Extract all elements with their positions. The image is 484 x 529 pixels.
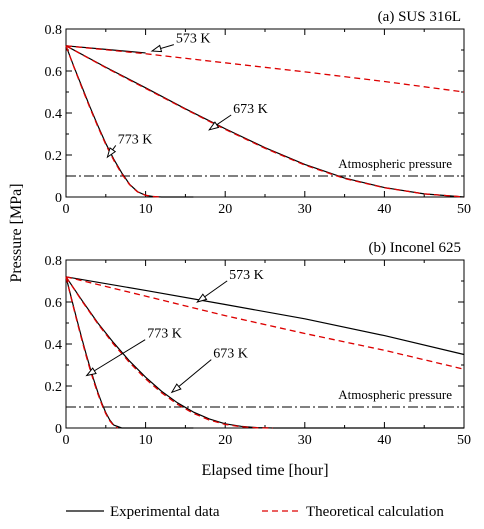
legend-label-experimental: Experimental data [110, 504, 220, 520]
panel-a: 0 10 20 30 40 50 0 0.2 0.4 0.6 0.8 Atmospheric pres… [45, 9, 472, 217]
panel-a-x-tick-label: 0 [63, 202, 70, 217]
panel-b-series-theoretical-573k [65, 276, 465, 370]
panel-a-annotation-arrowhead [106, 147, 117, 159]
panel-b-y-tick-label: 0.6 [45, 296, 63, 311]
panel-a-x-tick-label: 40 [377, 202, 391, 217]
panel-a-series-theoretical-573k [65, 45, 465, 93]
panel-b-series-theoretical-673k [65, 276, 273, 429]
panel-b-x-tick-label: 30 [298, 433, 312, 448]
panel-a-annotation-773k: 773 K [118, 132, 153, 147]
x-axis-label: Elapsed time [hour] [201, 462, 328, 479]
panel-b-x-tick-label: 50 [457, 433, 471, 448]
panel-b-annotation-673k: 673 K [213, 347, 248, 362]
panel-b-series-theoretical-773k [65, 276, 119, 429]
panel-a-y-tick-label: 0.4 [45, 107, 63, 122]
panel-a-x-tick-label: 50 [457, 202, 471, 217]
panel-a-series-theoretical-773k [65, 45, 162, 198]
panel-a-annotation-673k: 673 K [233, 102, 268, 117]
chart-panels: 0 10 20 30 40 50 0 0.2 0.4 0.6 0.8 Atmospheric pres… [45, 9, 472, 448]
panel-a-title: (a) SUS 316L [378, 9, 461, 25]
panel-b-title: (b) Inconel 625 [369, 240, 461, 256]
legend-label-theoretical: Theoretical calculation [306, 504, 444, 520]
y-axis-label: Pressure [MPa] [8, 183, 25, 282]
panel-a-y-tick-label: 0 [55, 191, 62, 206]
panel-b-x-tick-label: 10 [139, 433, 153, 448]
panel-b-frame [65, 259, 465, 429]
panel-b-annotation-arrowhead [196, 293, 208, 303]
panel-b: 0 10 20 30 40 50 0 0.2 0.4 0.6 0.8 Atmospheric pres… [45, 240, 472, 448]
panel-b-series-experimental-673k [65, 276, 464, 429]
panel-b-annotation-773k: 773 K [147, 327, 182, 342]
panel-b-y-tick-label: 0 [55, 422, 62, 437]
panel-b-atmospheric-label: Atmospheric pressure [338, 387, 452, 402]
panel-b-series-experimental-773k [65, 276, 194, 429]
panel-b-y-tick-label: 0.4 [45, 338, 63, 353]
panel-a-x-tick-label: 10 [139, 202, 153, 217]
panel-a-y-tick-label: 0.2 [45, 149, 63, 164]
panel-a-y-tick-label: 0.8 [45, 23, 63, 38]
panel-a-series-experimental-773k [65, 45, 194, 198]
legend: Experimental data Theoretical calculatio… [66, 504, 444, 520]
panel-a-annotation-arrowhead [150, 44, 163, 53]
panel-b-x-tick-label: 0 [63, 433, 70, 448]
panel-a-annotation-573k: 573 K [176, 32, 211, 47]
panel-b-annotation-arrowhead [85, 367, 97, 377]
panel-b-annotation-arrow-line [86, 339, 146, 376]
panel-a-y-tick-label: 0.6 [45, 65, 63, 80]
panel-b-y-tick-label: 0.8 [45, 254, 63, 269]
panel-b-y-tick-label: 0.2 [45, 380, 63, 395]
panel-a-x-tick-label: 30 [298, 202, 312, 217]
panel-b-annotation-arrowhead [170, 383, 182, 394]
panel-a-annotation-arrowhead [208, 121, 220, 131]
panel-b-x-tick-label: 20 [218, 433, 232, 448]
panel-b-series-experimental-573k [65, 276, 465, 356]
panel-a-atmospheric-label: Atmospheric pressure [338, 156, 452, 171]
panel-b-x-tick-label: 40 [377, 433, 391, 448]
panel-a-series-experimental-673k [65, 45, 465, 198]
panel-a-x-tick-label: 20 [218, 202, 232, 217]
panel-b-annotation-573k: 573 K [229, 268, 264, 283]
panel-a-series-theoretical-673k [65, 45, 465, 198]
